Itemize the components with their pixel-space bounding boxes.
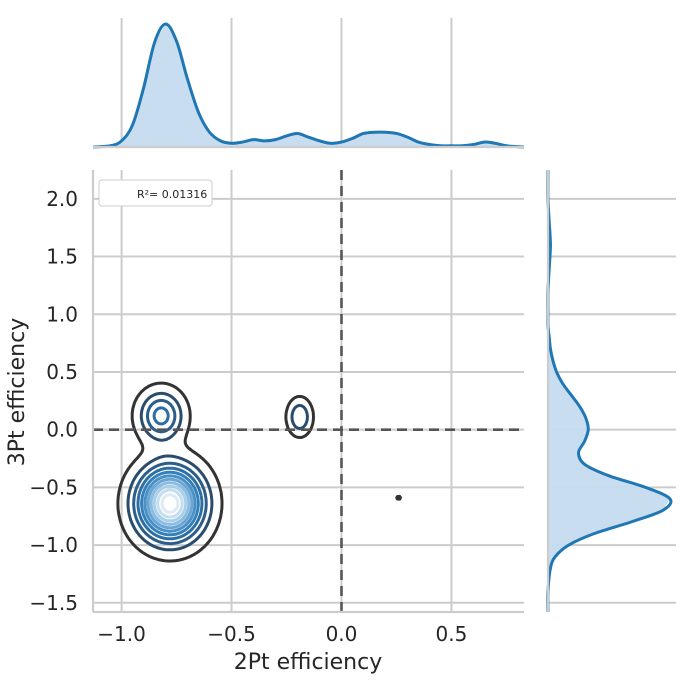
kde-contour-level bbox=[136, 406, 204, 541]
legend-box bbox=[98, 179, 213, 207]
legend-entry: R²= 0.01316 bbox=[137, 188, 207, 201]
y-tick-label: −0.5 bbox=[29, 475, 78, 499]
x-tick-label: −0.5 bbox=[207, 622, 256, 646]
y-axis-label: 3Pt efficiency bbox=[5, 318, 30, 467]
legend: R²= 0.01316 bbox=[98, 179, 213, 207]
top-marginal-grid bbox=[120, 18, 453, 147]
x-tick-label: −1.0 bbox=[97, 622, 146, 646]
kde-contour-level bbox=[152, 484, 188, 523]
x-axis-label: 2Pt efficiency bbox=[234, 650, 383, 675]
kde-contour-level bbox=[116, 381, 402, 563]
kde-contour-level bbox=[140, 470, 200, 537]
top-marginal-kde bbox=[92, 22, 525, 149]
y-tick-label: −1.0 bbox=[29, 533, 78, 557]
kde-contour-level bbox=[149, 481, 191, 526]
x-tick-labels: −1.0 −0.5 0.0 0.5 bbox=[97, 622, 467, 646]
axis-spines bbox=[91, 145, 550, 614]
joint-kde-contours bbox=[116, 381, 402, 563]
y-tick-label: 1.0 bbox=[46, 302, 78, 326]
right-kde-fill bbox=[548, 170, 670, 612]
y-tick-label: 1.5 bbox=[46, 245, 78, 269]
kde-contour-level bbox=[143, 474, 197, 533]
y-tick-label: 0.0 bbox=[46, 418, 78, 442]
x-tick-label: 0.0 bbox=[326, 622, 358, 646]
kde-contour-level bbox=[146, 477, 194, 530]
x-tick-label: 0.5 bbox=[436, 622, 468, 646]
reference-lines bbox=[93, 170, 524, 612]
y-tick-label: 2.0 bbox=[46, 187, 78, 211]
y-tick-label: 0.5 bbox=[46, 360, 78, 384]
y-tick-label: −1.5 bbox=[29, 591, 78, 615]
kde-contour-level bbox=[160, 493, 180, 514]
kde-contour-level bbox=[156, 488, 184, 519]
top-kde-line bbox=[92, 22, 525, 149]
kde-contour-level bbox=[132, 398, 208, 546]
top-kde-fill bbox=[93, 24, 524, 147]
joint-grid bbox=[93, 170, 524, 612]
y-tick-labels: −1.5 −1.0 −0.5 0.0 0.5 1.0 1.5 2.0 bbox=[29, 187, 78, 615]
